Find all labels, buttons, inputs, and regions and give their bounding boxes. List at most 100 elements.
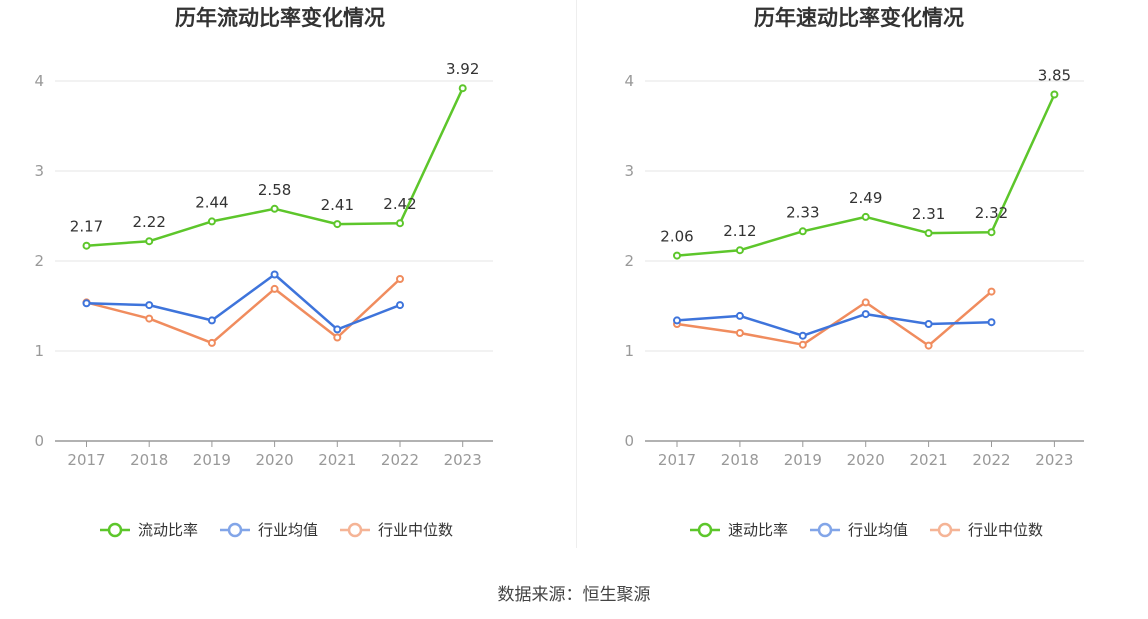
legend-item[interactable]: 流动比率 [100,521,198,539]
legend-label: 行业均值 [848,521,908,539]
data-point [333,333,342,342]
x-tick-label: 2021 [910,451,948,469]
legend-label: 行业中位数 [968,521,1043,539]
series-line [676,290,993,347]
x-tick-label: 2017 [67,451,105,469]
data-point [270,270,279,279]
y-tick-label: 0 [624,432,634,450]
x-tick-label: 2018 [130,451,168,469]
data-point [207,338,216,347]
data-point [145,301,154,310]
legend-swatch-marker [227,522,243,538]
legend-swatch-marker [697,522,713,538]
y-tick-label: 1 [34,342,44,360]
legend-item[interactable]: 行业均值 [810,521,908,539]
x-tick-label: 2017 [658,451,696,469]
data-label: 2.44 [195,193,228,211]
data-point [333,325,342,334]
data-point [735,329,744,337]
data-point [270,204,279,213]
legend-label: 行业中位数 [378,521,453,539]
x-tick-label: 2018 [721,451,759,469]
data-label: 2.31 [912,205,945,223]
data-point [861,298,870,307]
series-line [86,273,401,331]
data-point [673,316,681,325]
y-tick-label: 4 [624,72,634,90]
data-point [798,340,807,349]
y-tick-label: 2 [624,252,634,270]
data-label: 3.85 [1038,67,1071,85]
x-tick-label: 2021 [318,451,356,469]
chart-title: 历年流动比率变化情况 [175,6,385,30]
current-ratio-chart: 0 1 2 3 4 2017 2018 2019 2020 2021 2022 2023 2.17 2.2… [34,60,493,539]
data-point [673,251,681,260]
y-tick-label: 4 [34,72,44,90]
data-label: 2.41 [321,196,354,214]
data-point [82,299,91,308]
series-line [676,312,992,337]
x-tick-label: 2020 [847,451,885,469]
data-point [333,220,342,229]
current-ratio-panel: 历年流动比率变化情况 0 1 2 3 4 2017 2018 2019 2020 2021 2022… [0,0,574,560]
x-tick-label: 2022 [972,451,1010,469]
legend-label: 速动比率 [728,521,788,539]
x-tick-label: 2020 [256,451,294,469]
data-point [207,316,216,325]
legend-swatch-marker [817,522,833,538]
data-point [924,320,933,328]
data-point [987,287,996,296]
legend-item[interactable]: 行业均值 [220,521,318,539]
data-point [1050,90,1059,99]
data-label: 2.06 [660,228,693,246]
x-tick-label: 2023 [1035,451,1073,469]
legend-label: 行业均值 [258,521,318,539]
y-tick-label: 3 [34,162,44,180]
data-label: 2.42 [383,195,416,213]
y-tick-label: 2 [34,252,44,270]
legend-swatch-marker [107,522,123,538]
data-point [145,314,154,323]
data-point [798,227,807,236]
data-point [458,84,467,93]
data-point [861,212,870,221]
panel-divider [576,0,577,548]
x-tick-label: 2019 [193,451,231,469]
data-point [861,310,870,319]
data-point [270,284,279,293]
data-point [924,229,933,238]
legend-item[interactable]: 速动比率 [690,521,788,539]
legend-item[interactable]: 行业中位数 [340,521,453,539]
legend-item[interactable]: 行业中位数 [930,521,1043,539]
series-line [86,278,401,345]
y-tick-label: 1 [624,342,634,360]
legend-swatch-marker [937,522,953,538]
data-point [987,318,996,327]
data-point [396,219,404,228]
data-point [207,217,216,226]
data-label: 2.22 [132,213,165,231]
x-tick-label: 2022 [381,451,419,469]
data-label: 2.49 [849,189,882,207]
data-point [396,275,404,283]
data-label: 2.58 [258,181,291,199]
x-tick-label: 2023 [444,451,482,469]
data-point [798,331,807,340]
data-point [396,301,404,310]
data-point [924,341,933,350]
data-point [82,241,91,250]
chart-title: 历年速动比率变化情况 [754,6,964,30]
data-label: 2.12 [723,222,756,240]
data-source-note: 数据来源：恒生聚源 [497,585,651,605]
y-tick-label: 0 [34,432,44,450]
data-label: 2.32 [975,204,1008,222]
quick-ratio-chart: 0 1 2 3 4 2017 2018 2019 2020 2021 2022 2023 2.06 2.1… [624,67,1084,539]
data-point [145,237,154,246]
data-label: 2.17 [70,218,103,236]
x-tick-label: 2019 [784,451,822,469]
quick-ratio-panel: 历年速动比率变化情况 0 1 2 3 4 2017 2018 2019 2020 2021 2022… [574,0,1148,560]
data-point [735,311,744,320]
legend-swatch-marker [347,522,363,538]
legend-label: 流动比率 [138,521,198,539]
